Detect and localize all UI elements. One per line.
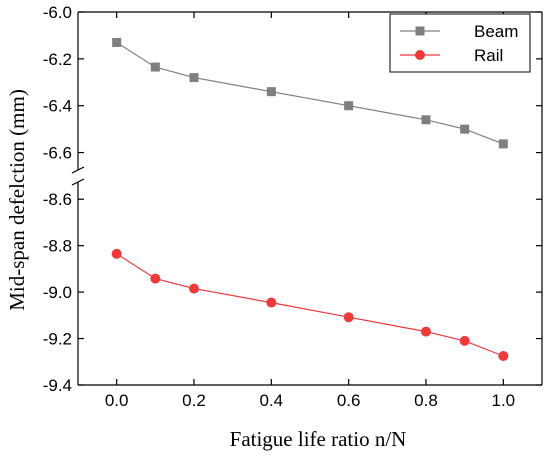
x-tick-label: 0.6 [337,391,361,410]
data-point-rail [498,350,509,361]
y-tick-label: -9.0 [43,283,72,302]
y-tick-label: -9.2 [43,330,72,349]
series-beam [112,37,508,149]
legend-box [389,13,531,73]
data-point-beam [421,115,431,125]
y-tick-label: -6.6 [43,144,72,163]
x-tick-label: 0.8 [414,391,438,410]
legend-item-rail: Rail [400,46,503,65]
y-tick-label: -9.4 [43,376,72,395]
legend: Beam Rail [389,13,531,73]
y-tick-label: -6.4 [43,97,72,116]
series-layer [111,37,509,361]
y-tick-label: -6.2 [43,50,72,69]
y-tick-label: -6.0 [43,3,72,22]
axis-break-mark [71,166,85,174]
legend-label-beam: Beam [474,22,518,41]
legend-marker-beam [415,26,425,36]
x-tick-label: 0.4 [260,391,284,410]
series-line-rail [116,253,504,357]
y-axis-title: Mid-span defelction (mm) [5,89,29,311]
data-point-beam [460,124,470,134]
data-point-rail [150,273,161,284]
x-tick-label: 1.0 [492,391,516,410]
x-tick-label: 0.0 [105,391,129,410]
data-point-beam [266,87,276,97]
plot-frame-layer [71,11,543,386]
data-point-rail [459,335,470,346]
data-point-rail [189,283,199,294]
data-point-beam [189,73,199,83]
series-line-beam [116,41,504,145]
y-tick-label: -8.8 [43,237,72,256]
data-point-beam [344,101,354,111]
data-point-beam [112,37,122,47]
data-point-beam [150,62,160,72]
x-tick-label: 0.2 [182,391,206,410]
legend-marker-rail [415,50,425,60]
legend-label-rail: Rail [474,46,503,65]
data-point-rail [343,312,354,323]
y-tick-label: -8.6 [43,190,72,209]
axis-break-mark [71,178,85,186]
legend-item-beam: Beam [400,22,518,41]
series-rail [111,248,509,361]
data-point-rail [421,326,431,337]
data-point-rail [266,297,277,308]
tick-layer: 0.0 0.2 0.4 0.6 0.8 1.0 -6.0 -6.2 -6.4 -6.6 -8.6 -8… [43,3,542,410]
data-point-beam [498,139,508,149]
data-point-rail [111,248,122,259]
x-axis-title: Fatigue life ratio n/N [230,427,407,451]
